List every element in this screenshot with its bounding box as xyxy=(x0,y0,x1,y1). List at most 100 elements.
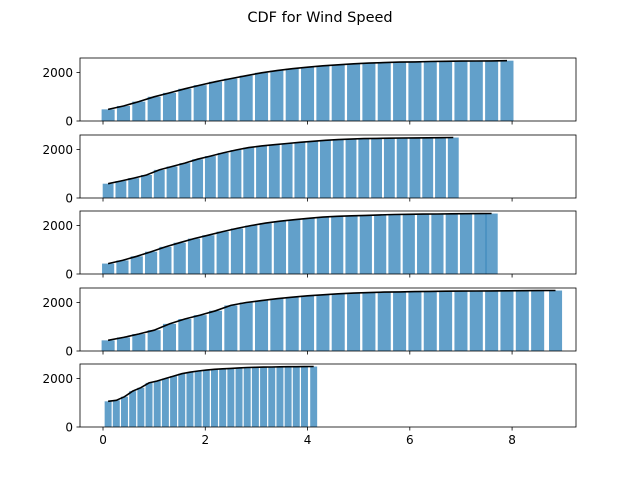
cdf-bar xyxy=(301,295,315,351)
cdf-bar xyxy=(112,400,120,427)
cdf-bar xyxy=(116,337,130,351)
cdf-bar xyxy=(316,294,330,351)
cdf-bar xyxy=(137,387,145,427)
cdf-bar xyxy=(121,396,128,427)
cdf-bar xyxy=(243,367,251,427)
cdf-bar xyxy=(194,371,202,427)
cdf-bar xyxy=(179,163,191,198)
cdf-bar xyxy=(422,137,434,198)
cdf-bar xyxy=(347,63,361,121)
cdf-bar xyxy=(116,105,130,121)
cdf-bar xyxy=(301,366,308,427)
cdf-bar xyxy=(431,213,444,274)
cdf-bar xyxy=(408,61,422,121)
cdf-bar xyxy=(224,305,238,351)
subplot-1: 0 2000 xyxy=(42,57,577,128)
cdf-bar xyxy=(128,178,140,198)
cdf-bar xyxy=(144,251,158,274)
cdf-line xyxy=(107,212,492,265)
cdf-bar xyxy=(245,225,258,274)
cdf-bar xyxy=(104,401,112,427)
cdf-bar xyxy=(371,138,383,198)
cdf-bar xyxy=(147,330,161,351)
cdf-bar xyxy=(219,368,227,427)
axes-frame xyxy=(79,57,577,122)
cdf-bar xyxy=(393,62,407,121)
subplot-4: 0 2000 xyxy=(42,287,577,358)
cdf-bar xyxy=(153,169,165,198)
cdf-bar xyxy=(281,143,293,198)
cdf-bar xyxy=(204,156,216,198)
x-tick-label: 6 xyxy=(406,433,414,447)
cdf-bar xyxy=(251,367,259,427)
cdf-bar xyxy=(439,61,453,121)
axes-frame xyxy=(79,210,577,275)
cdf-bar xyxy=(408,291,422,351)
cdf-bar xyxy=(377,292,391,351)
cdf-bar xyxy=(288,219,301,274)
cdf-bar xyxy=(256,145,267,198)
cdf-bar xyxy=(515,290,529,351)
x-tick-label: 2 xyxy=(201,433,209,447)
cdf-bar xyxy=(227,368,235,427)
cdf-bar xyxy=(362,292,376,351)
cdf-bar xyxy=(186,372,194,427)
cdf-bar xyxy=(193,315,207,351)
cdf-bar xyxy=(270,70,284,121)
cdf-bar xyxy=(130,256,143,274)
axes-frame xyxy=(79,287,577,352)
cdf-bar xyxy=(211,369,218,427)
cdf-bar xyxy=(284,366,292,427)
cdf-bar xyxy=(500,60,514,121)
cdf-bar xyxy=(374,214,387,274)
cdf-bar xyxy=(217,152,229,198)
cdf-line xyxy=(108,365,314,403)
subplot-5: 0 2000 0 2 4 6 8 xyxy=(42,363,577,447)
cdf-bar xyxy=(423,61,437,121)
cdf-bar xyxy=(320,140,331,198)
cdf-bar xyxy=(409,137,421,198)
cdf-bar xyxy=(162,92,177,121)
cdf-bar xyxy=(447,137,459,198)
cdf-bar xyxy=(153,380,161,427)
cdf-bar xyxy=(159,246,172,274)
cdf-bar xyxy=(202,235,215,274)
cdf-bar xyxy=(102,183,114,198)
cdf-bar xyxy=(377,62,391,121)
cdf-bar xyxy=(307,141,319,198)
cdf-bar xyxy=(132,334,146,351)
cdf-bar xyxy=(331,216,344,274)
axes-frame xyxy=(79,363,577,428)
cdf-bar xyxy=(388,214,401,274)
cdf-bar xyxy=(115,181,127,198)
cdf-bar xyxy=(193,85,207,121)
cdf-bar xyxy=(178,319,192,351)
cdf-bar xyxy=(230,228,244,274)
cdf-bar xyxy=(417,214,430,274)
cdf-bar xyxy=(216,231,229,274)
cdf-bar xyxy=(383,138,395,198)
cdf-bar xyxy=(531,290,545,351)
cdf-bar xyxy=(147,96,161,121)
cdf-bar xyxy=(255,300,269,351)
cdf-bar xyxy=(162,323,177,351)
y-tick-label: 2000 xyxy=(42,296,73,310)
cdf-bar xyxy=(141,174,152,198)
x-tick-label: 0 xyxy=(99,433,107,447)
cdf-bar xyxy=(102,263,115,274)
subplot-3: 0 2000 xyxy=(42,210,577,281)
cdf-bar xyxy=(101,340,115,351)
cdf-bar xyxy=(161,378,169,427)
cdf-bar xyxy=(393,291,407,351)
cdf-bar xyxy=(116,260,129,274)
y-tick-label: 2000 xyxy=(42,143,73,157)
cdf-bar xyxy=(208,81,223,121)
cdf-bar xyxy=(332,139,344,198)
cdf-bar xyxy=(485,213,498,274)
cdf-bar xyxy=(331,293,345,351)
cdf-bar xyxy=(358,138,370,198)
cdf-line xyxy=(107,59,508,111)
y-tick-label: 2000 xyxy=(42,219,73,233)
cdf-bar xyxy=(202,370,210,427)
cdf-bar xyxy=(166,166,178,198)
